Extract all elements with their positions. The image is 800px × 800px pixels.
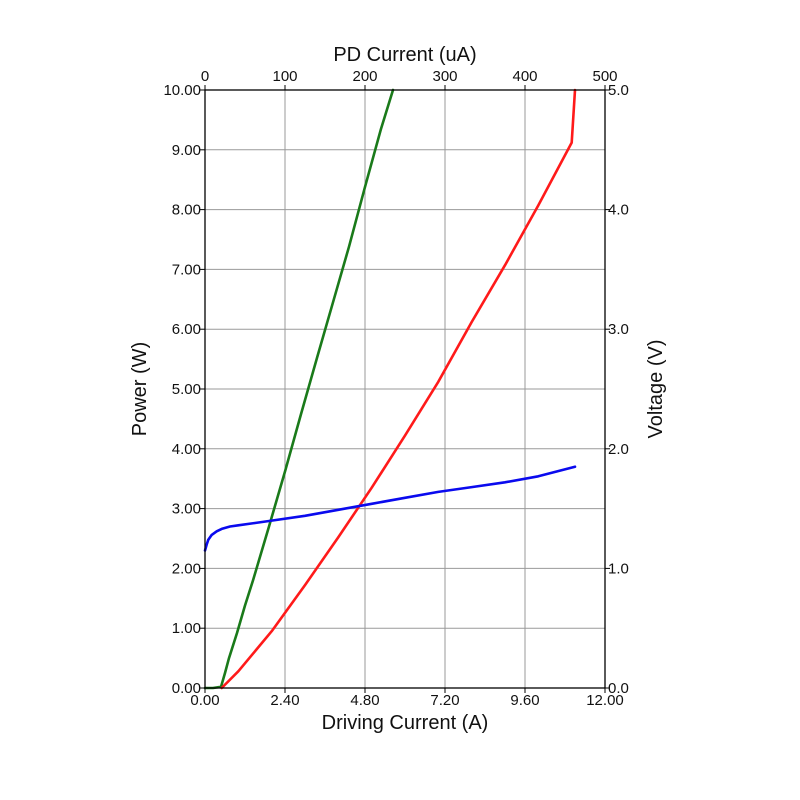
- right-tick-label: 2.0: [608, 441, 629, 458]
- right-axis-title: Voltage (V): [645, 340, 667, 439]
- left-tick-label: 5.00: [172, 381, 201, 398]
- left-tick-label: 2.00: [172, 560, 201, 577]
- right-tick-label: 1.0: [608, 560, 629, 577]
- left-tick-label: 0.00: [172, 680, 201, 697]
- series-layer: [203, 88, 577, 690]
- series-line-green: [203, 88, 395, 690]
- top-axis-title: PD Current (uA): [333, 44, 476, 66]
- left-tick-label: 4.00: [172, 441, 201, 458]
- left-tick-label: 7.00: [172, 261, 201, 278]
- right-tick-label: 0.0: [608, 680, 629, 697]
- left-tick-label: 6.00: [172, 321, 201, 338]
- top-tick-label: 500: [592, 68, 617, 85]
- left-tick-label: 8.00: [172, 202, 201, 219]
- top-tick-label: 400: [512, 68, 537, 85]
- top-tick-label: 200: [352, 68, 377, 85]
- series-line-red: [220, 88, 577, 690]
- bottom-tick-label: 2.40: [270, 692, 299, 709]
- left-axis-title: Power (W): [129, 342, 151, 436]
- bottom-axis-title: Driving Current (A): [322, 712, 489, 734]
- left-tick-label: 10.00: [163, 82, 201, 99]
- series-line-blue: [203, 465, 577, 552]
- bottom-tick-label: 9.60: [510, 692, 539, 709]
- left-tick-label: 1.00: [172, 620, 201, 637]
- right-tick-label: 5.0: [608, 82, 629, 99]
- bottom-tick-label: 12.00: [586, 692, 624, 709]
- left-tick-label: 9.00: [172, 142, 201, 159]
- top-tick-label: 100: [272, 68, 297, 85]
- top-tick-label: 300: [432, 68, 457, 85]
- top-tick-label: 0: [201, 68, 209, 85]
- bottom-tick-label: 0.00: [190, 692, 219, 709]
- right-tick-label: 4.0: [608, 202, 629, 219]
- left-tick-label: 3.00: [172, 501, 201, 518]
- tick-layer: 0.00 2.40 4.80 7.20 9.60 12.00 0 100 200 300 400 50…: [163, 68, 628, 709]
- bottom-tick-label: 7.20: [430, 692, 459, 709]
- bottom-tick-label: 4.80: [350, 692, 379, 709]
- right-tick-label: 3.0: [608, 321, 629, 338]
- grid-lines: [205, 90, 605, 688]
